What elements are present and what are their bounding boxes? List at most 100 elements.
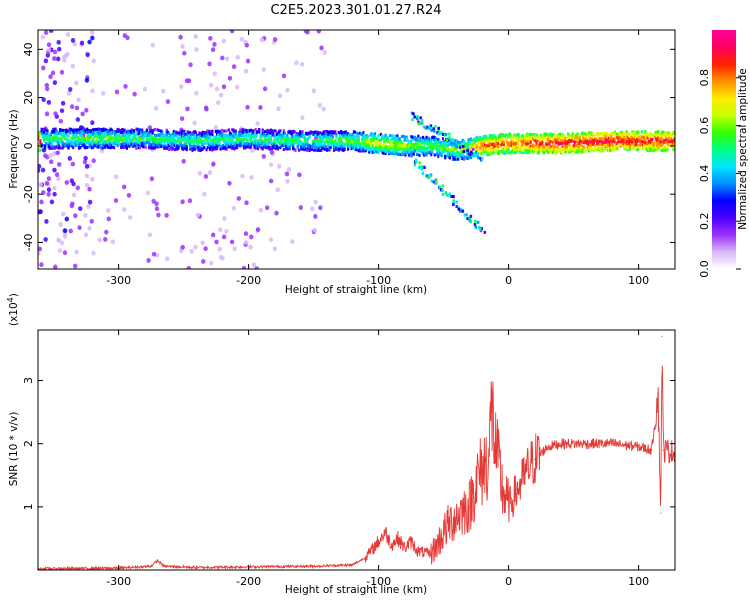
ridge-cell (639, 135, 642, 139)
ridge-cell (216, 132, 219, 136)
ridge-cell (414, 142, 418, 146)
ridge-cell (213, 141, 216, 145)
branch-cell (418, 161, 421, 165)
ridge-cell (199, 137, 202, 141)
heat-cell (207, 61, 212, 67)
ridge-cell (490, 139, 494, 143)
ridge-cell (472, 151, 475, 155)
branch-cell (416, 117, 419, 121)
ridge-cell (344, 136, 347, 140)
ridge-cell (440, 144, 443, 148)
snr-point (195, 566, 198, 569)
branch-cell (435, 181, 438, 185)
ridge-cell (214, 137, 218, 141)
ridge-cell (242, 141, 246, 145)
ridge-cell (646, 141, 649, 145)
ridge-cell (329, 146, 332, 150)
ridge-cell (320, 148, 323, 152)
ridge-cell (439, 141, 442, 145)
ridge-cell (545, 143, 549, 147)
ridge-cell (55, 145, 58, 149)
ridge-cell (304, 147, 308, 151)
ridge-cell (186, 139, 189, 143)
ridge-cell (357, 140, 360, 144)
ridge-cell (431, 142, 434, 146)
ridge-cell (495, 150, 498, 154)
ridge-cell (457, 154, 460, 158)
heat-cell (83, 155, 88, 161)
ridge-cell (488, 143, 491, 147)
ridge-cell (146, 133, 150, 137)
ridge-cell (502, 147, 505, 151)
ridge-cell (152, 137, 156, 141)
heat-cell (297, 172, 302, 178)
ridge-cell (576, 136, 579, 140)
ridge-cell (150, 143, 153, 147)
ridge-cell (66, 129, 69, 133)
ridge-cell (581, 148, 584, 152)
heat-cell (52, 49, 58, 55)
snr-point (449, 521, 451, 524)
ridge-cell (527, 134, 530, 138)
ridge-cell (486, 138, 489, 142)
ridge-cell (413, 135, 416, 139)
ridge-cell (617, 135, 620, 139)
ridge-cell (542, 147, 545, 151)
heat-cell (127, 215, 133, 220)
heat-cell (71, 181, 76, 187)
ridge-cell (272, 131, 275, 135)
ridge-cell (418, 153, 421, 157)
ridge-cell (218, 140, 221, 144)
ridge-cell (489, 147, 492, 151)
ridge-cell (207, 130, 211, 134)
ridge-cell (524, 150, 528, 154)
ridge-cell (509, 150, 512, 154)
ridge-cell (641, 133, 645, 137)
ridge-cell (149, 129, 152, 133)
heat-cell (281, 73, 287, 79)
ridge-cell (287, 130, 290, 134)
ridge-cell (471, 138, 474, 142)
branch-cell (452, 203, 455, 207)
ridge-cell (517, 146, 521, 150)
snr-point (650, 449, 653, 451)
ridge-cell (523, 136, 526, 140)
ridge-cell (56, 137, 60, 141)
heat-cell (203, 246, 208, 252)
ridge-cell (285, 147, 288, 151)
ridge-cell (488, 134, 491, 138)
ridge-cell (567, 141, 570, 145)
ridge-cell (267, 146, 270, 150)
ridge-cell (391, 145, 394, 149)
branch-cell (455, 145, 458, 149)
ridge-cell (54, 134, 57, 138)
ridge-cell (325, 140, 329, 144)
ridge-cell (234, 129, 237, 133)
ridge-cell (261, 128, 264, 132)
ridge-cell (183, 145, 186, 149)
ridge-cell (121, 139, 124, 143)
ridge-cell (492, 142, 495, 146)
ridge-cell (75, 135, 78, 139)
ridge-cell (228, 131, 232, 135)
ridge-cell (345, 132, 349, 136)
ridge-cell (446, 140, 449, 144)
ridge-cell (198, 131, 201, 135)
ridge-cell (47, 139, 50, 143)
heat-cell (321, 106, 326, 112)
ridge-cell (320, 138, 323, 142)
ridge-cell (490, 146, 494, 150)
ridge-cell (626, 140, 629, 144)
ridge-cell (431, 147, 434, 151)
ridge-cell (151, 142, 154, 146)
branch-cell (425, 125, 429, 129)
ridge-cell (671, 134, 674, 138)
ridge-cell (350, 141, 353, 145)
ridge-cell (673, 145, 675, 149)
ridge-cell (447, 148, 450, 152)
ridge-cell (541, 141, 544, 145)
ridge-cell (579, 148, 583, 152)
ridge-cell (293, 135, 296, 139)
ridge-cell (652, 147, 655, 151)
ridge-cell (165, 146, 168, 150)
